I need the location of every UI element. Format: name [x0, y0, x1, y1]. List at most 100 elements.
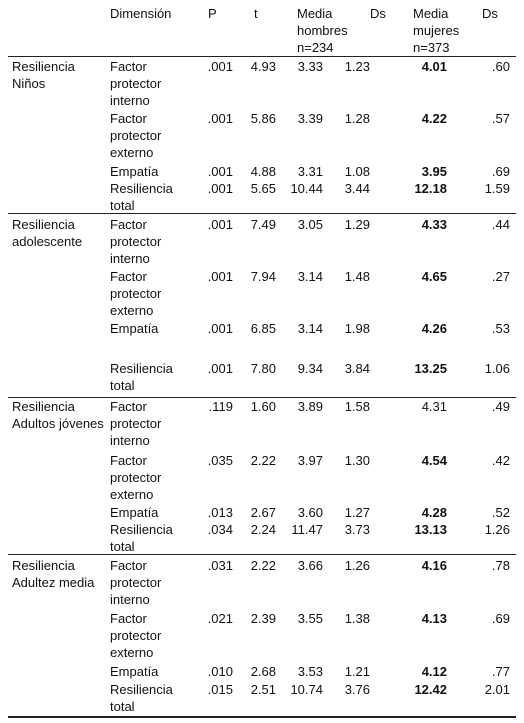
value-cell: .60 [491, 59, 510, 74]
value-cell: 13.13 [414, 522, 447, 537]
value-cell: 3.76 [344, 682, 370, 697]
dimension-cell: Factor protector interno [110, 59, 162, 108]
value-cell: 1.27 [344, 505, 370, 520]
value-cell: 3.14 [297, 321, 323, 336]
value-cell: .49 [491, 399, 510, 414]
value-cell: 3.95 [421, 164, 447, 179]
dimension-cell: Resiliencia total [110, 522, 173, 554]
value-cell: 12.42 [414, 682, 447, 697]
value-cell: 10.44 [290, 181, 323, 196]
value-cell: 11.47 [291, 522, 323, 537]
value-cell: 3.44 [344, 181, 370, 196]
value-cell: .001 [207, 361, 233, 376]
value-cell: 4.26 [421, 321, 447, 336]
dimension-cell: Factor protector interno [110, 558, 162, 607]
value-cell: 5.65 [250, 181, 276, 196]
value-cell: 2.01 [484, 682, 510, 697]
value-cell: 1.58 [344, 399, 370, 414]
value-cell: 4.16 [421, 558, 447, 573]
value-cell: .52 [491, 505, 510, 520]
group-label: Resiliencia Niños [12, 59, 75, 91]
dimension-cell: Factor protector externo [110, 611, 162, 660]
value-cell: 4.28 [421, 505, 447, 520]
value-cell: .001 [207, 321, 233, 336]
value-cell: 3.73 [344, 522, 370, 537]
header-cell: Ds [482, 6, 498, 21]
value-cell: 4.13 [421, 611, 447, 626]
value-cell: .031 [207, 558, 233, 573]
value-cell: 1.30 [344, 453, 370, 468]
value-cell: .034 [207, 522, 233, 537]
value-cell: 1.60 [250, 399, 276, 414]
value-cell: 1.48 [344, 269, 370, 284]
header-cell: Ds [370, 6, 386, 21]
value-cell: 1.26 [484, 522, 510, 537]
dimension-cell: Factor protector interno [110, 217, 162, 266]
header-cell: t [254, 6, 258, 21]
value-cell: 2.22 [250, 558, 276, 573]
dimension-cell: Empatía [110, 505, 159, 520]
value-cell: .78 [491, 558, 510, 573]
dimension-cell: Factor protector interno [110, 399, 162, 448]
value-cell: 4.88 [250, 164, 276, 179]
value-cell: 1.23 [344, 59, 370, 74]
value-cell: 4.93 [250, 59, 276, 74]
value-cell: 2.51 [250, 682, 276, 697]
table-rule [8, 716, 516, 718]
value-cell: .021 [207, 611, 233, 626]
value-cell: .53 [491, 321, 510, 336]
value-cell: 3.14 [297, 269, 323, 284]
group-label: Resiliencia adolescente [12, 217, 83, 249]
value-cell: 4.31 [421, 399, 447, 414]
dimension-cell: Empatía [110, 321, 159, 336]
value-cell: 3.55 [297, 611, 323, 626]
value-cell: .69 [491, 611, 510, 626]
dimension-cell: Factor protector externo [110, 453, 162, 502]
value-cell: 5.86 [250, 111, 276, 126]
header-cell: Media hombres n=234 [297, 6, 348, 55]
value-cell: .57 [491, 111, 510, 126]
dimension-cell: Empatía [110, 164, 159, 179]
value-cell: 12.18 [414, 181, 447, 196]
value-cell: 10.74 [290, 682, 323, 697]
dimension-cell: Empatía [110, 664, 159, 679]
value-cell: 1.28 [344, 111, 370, 126]
value-cell: 4.33 [421, 217, 447, 232]
value-cell: 3.97 [297, 453, 323, 468]
value-cell: 7.80 [250, 361, 276, 376]
value-cell: 7.94 [250, 269, 276, 284]
value-cell: 4.65 [421, 269, 447, 284]
table-rule [8, 56, 516, 57]
value-cell: 4.12 [421, 664, 447, 679]
header-cell: Media mujeres n=373 [413, 6, 460, 55]
table-rule [8, 397, 516, 398]
dimension-cell: Resiliencia total [110, 361, 173, 393]
value-cell: .015 [207, 682, 233, 697]
table-rule [8, 554, 516, 555]
value-cell: 9.34 [297, 361, 323, 376]
value-cell: 3.05 [297, 217, 323, 232]
dimension-cell: Factor protector externo [110, 111, 162, 160]
value-cell: 3.31 [297, 164, 323, 179]
group-label: Resiliencia Adultos jóvenes [12, 399, 104, 431]
value-cell: 1.21 [344, 664, 370, 679]
value-cell: .119 [208, 399, 233, 414]
value-cell: 1.38 [344, 611, 370, 626]
value-cell: .010 [207, 664, 233, 679]
value-cell: .035 [207, 453, 233, 468]
value-cell: 1.59 [484, 181, 510, 196]
header-cell: Dimensión [110, 6, 172, 21]
header-cell: P [208, 6, 217, 21]
value-cell: .001 [207, 181, 233, 196]
value-cell: 2.22 [250, 453, 276, 468]
value-cell: 2.24 [250, 522, 276, 537]
value-cell: 4.54 [421, 453, 447, 468]
value-cell: .001 [207, 269, 233, 284]
value-cell: .27 [491, 269, 510, 284]
value-cell: 3.53 [297, 664, 323, 679]
value-cell: .44 [491, 217, 510, 232]
value-cell: 1.98 [344, 321, 370, 336]
value-cell: 3.66 [297, 558, 323, 573]
value-cell: .77 [491, 664, 510, 679]
